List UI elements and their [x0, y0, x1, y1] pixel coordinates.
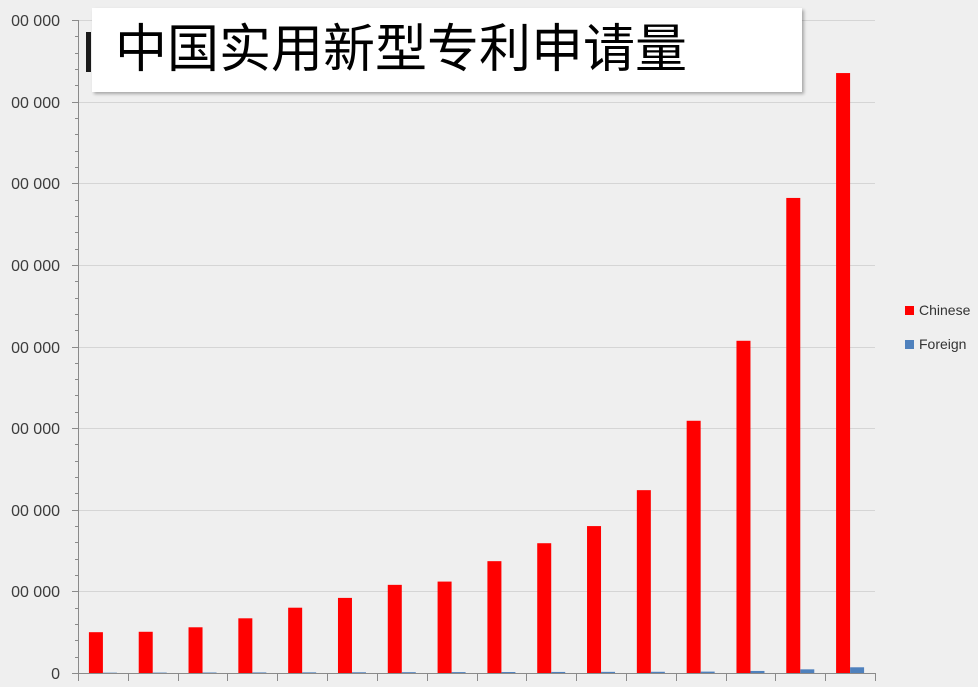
y-tick-label: 00 000	[11, 503, 60, 520]
bar-chinese	[537, 543, 552, 673]
legend-item-foreign: Foreign	[903, 335, 966, 353]
bar-foreign	[351, 672, 366, 673]
y-tick-label: 00 000	[11, 584, 60, 601]
title-underlay-fragment	[86, 32, 91, 72]
bar-foreign	[252, 672, 267, 673]
bar-chinese	[487, 561, 502, 673]
legend-swatch-foreign	[905, 340, 914, 349]
bar-foreign	[551, 671, 566, 673]
bar-chinese	[188, 627, 203, 673]
y-tick-label: 00 000	[11, 340, 60, 357]
bar-foreign	[451, 672, 466, 673]
bar-chinese	[636, 490, 651, 673]
y-tick-labels: 0 00 000 00 000 00 000 00 000 00 000 00 000 00 …	[11, 13, 60, 683]
legend-item-chinese: Chinese	[903, 301, 970, 319]
y-tick-label: 00 000	[11, 421, 60, 438]
bar-chinese	[736, 340, 751, 673]
bar-chinese	[88, 632, 103, 673]
axes	[72, 20, 876, 681]
bar-foreign	[401, 672, 416, 673]
bar-foreign	[601, 671, 616, 673]
bar-chinese	[337, 597, 352, 673]
bar-foreign	[501, 672, 516, 673]
bars	[88, 73, 865, 673]
y-tick-label: 00 000	[11, 95, 60, 112]
bar-chinese	[288, 607, 303, 673]
gridlines	[78, 20, 875, 592]
bar-chinese	[686, 420, 701, 673]
bar-foreign	[800, 669, 815, 673]
legend-label-foreign: Foreign	[919, 336, 967, 352]
bar-chinese	[587, 526, 602, 673]
bar-foreign	[750, 670, 765, 673]
bar-foreign	[650, 671, 665, 673]
chart-title-box: 中国实用新型专利申请量	[92, 8, 802, 92]
bar-foreign	[700, 671, 715, 673]
bar-foreign	[850, 667, 865, 673]
bar-chinese	[437, 581, 452, 673]
chart-title: 中国实用新型专利申请量	[115, 20, 688, 80]
bar-foreign	[302, 672, 317, 673]
legend-swatch-chinese	[905, 306, 914, 315]
bar-chinese	[138, 631, 153, 673]
legend: Chinese Foreign	[903, 299, 977, 355]
bar-chinese	[238, 618, 253, 673]
bar-chinese	[836, 73, 851, 673]
legend-label-chinese: Chinese	[919, 302, 971, 318]
bar-chinese	[786, 197, 801, 673]
y-tick-label: 00 000	[11, 13, 60, 30]
y-tick-label: 00 000	[11, 176, 60, 193]
y-tick-label: 0	[51, 666, 60, 683]
y-tick-label: 00 000	[11, 258, 60, 275]
bar-chinese	[387, 584, 402, 673]
